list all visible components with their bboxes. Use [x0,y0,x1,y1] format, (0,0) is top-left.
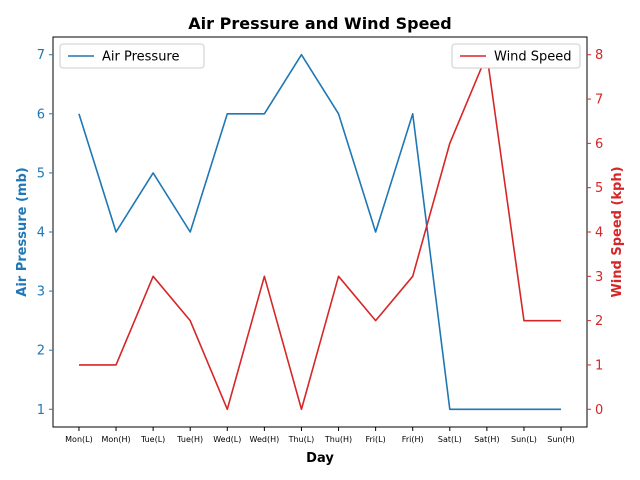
y-left-tick-label: 7 [37,48,45,63]
x-tick-label: Sun(H) [547,435,574,444]
series-line-air-pressure [78,53,562,411]
x-tick-label: Thu(H) [324,435,352,444]
plot-area: Mon(L) Mon(H) Tue(L) Tue(H) Wed(L) Wed(H) Thu(… [37,36,603,444]
x-tick-label: Mon(H) [101,435,130,444]
y-right-tick-label: 4 [595,226,603,241]
x-tick-label: Mon(L) [65,435,93,444]
y-right-tick-label: 5 [595,181,603,196]
legend-box-air-pressure [59,43,205,69]
x-tick-label: Thu(L) [288,435,315,444]
x-tick-label: Fri(L) [366,435,386,444]
x-tick-label: Fri(H) [402,435,424,444]
y-left-tick-label: 6 [37,107,45,122]
y-left-tick-label: 3 [37,285,45,300]
legend-label-wind-speed: Wind Speed [494,50,572,65]
y-right-tick-label: 3 [595,270,603,285]
y-left-tick-label: 2 [37,344,45,359]
x-tick-label: Wed(H) [250,435,280,444]
y-right-tick-label: 7 [595,93,603,108]
x-axis-label: Day [306,451,334,466]
x-tick-label: Sun(L) [511,435,537,444]
y-left-tick-label: 1 [37,403,45,418]
y-right-tick-label: 1 [595,358,603,373]
x-tick-label: Wed(L) [213,435,241,444]
y-axis-left-label: Air Pressure (mb) [15,167,30,296]
x-tick-label: Sat(H) [474,435,499,444]
y-left-tick-label: 5 [37,166,45,181]
chart-title: Air Pressure and Wind Speed [188,14,451,33]
x-tick-label: Tue(H) [176,435,203,444]
y-left-tick-label: 4 [37,226,45,241]
y-right-tick-label: 0 [595,403,603,418]
legend-label-air-pressure: Air Pressure [102,50,180,65]
y-right-tick-label: 6 [595,137,603,152]
series-line-wind-speed [78,53,562,411]
x-tick-label: Sat(L) [438,435,462,444]
y-axis-right-label: Wind Speed (kph) [610,166,625,297]
y-right-tick-label: 2 [595,314,603,329]
legend-box-wind-speed [451,43,581,69]
y-right-tick-label: 8 [595,48,603,63]
x-tick-label: Tue(L) [140,435,165,444]
plot-frame [52,36,588,428]
